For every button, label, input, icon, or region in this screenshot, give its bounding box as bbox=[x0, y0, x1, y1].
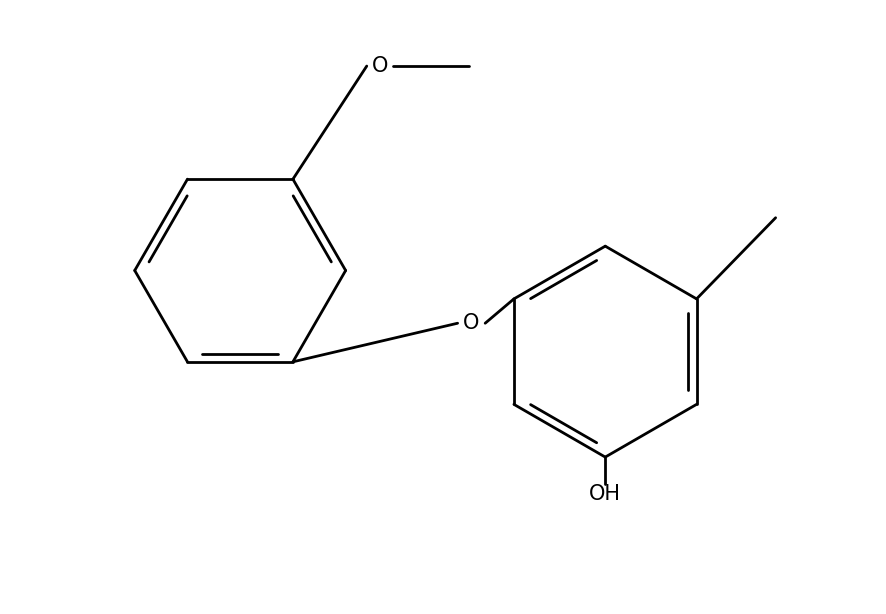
Text: O: O bbox=[371, 56, 388, 76]
Text: OH: OH bbox=[589, 484, 621, 503]
Text: O: O bbox=[463, 313, 479, 333]
